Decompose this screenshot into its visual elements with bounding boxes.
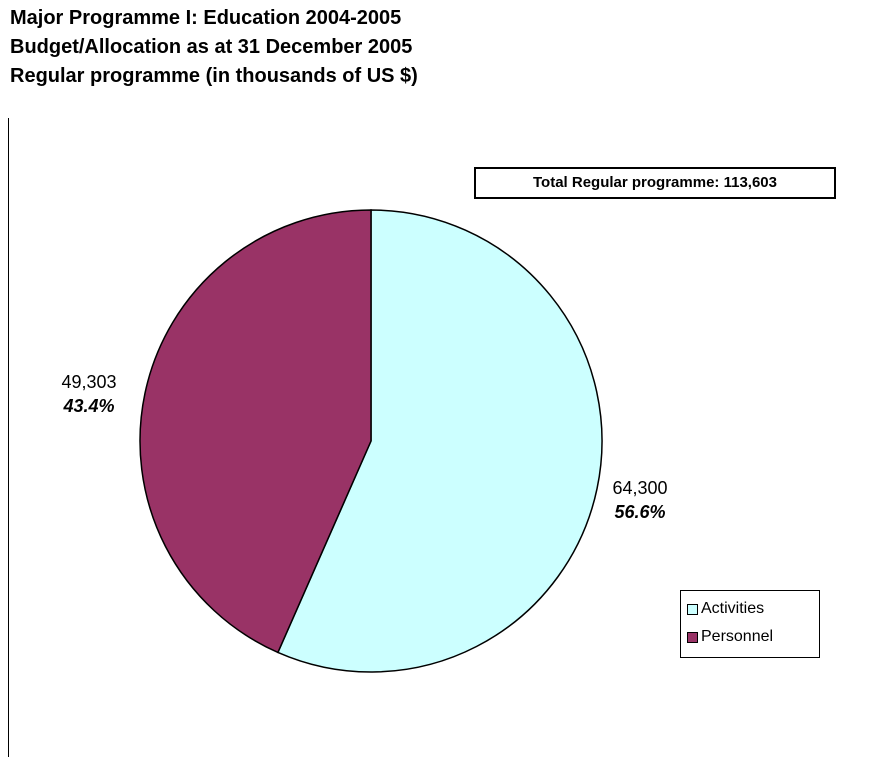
- pie-slice-activities: [276, 209, 603, 673]
- activities-percent-label: 56.6%: [614, 502, 666, 522]
- pie-slice-personnel: [139, 209, 372, 654]
- legend-item-activities: Activities: [687, 595, 819, 623]
- activities-value-label: 64,300: [612, 478, 668, 498]
- data-label-personnel: 49,303 43.4%: [34, 370, 144, 418]
- total-regular-programme-box: Total Regular programme: 113,603: [474, 167, 836, 199]
- legend-swatch-activities: [687, 603, 698, 615]
- personnel-percent-label: 43.4%: [63, 396, 115, 416]
- legend: Activities Personnel: [680, 590, 820, 658]
- legend-item-personnel: Personnel: [687, 623, 819, 651]
- legend-swatch-personnel: [687, 631, 698, 643]
- legend-label-activities: Activities: [701, 600, 765, 617]
- title-line-1: Major Programme I: Education 2004-2005: [10, 7, 402, 29]
- chart-area-border: [8, 118, 9, 757]
- chart-title: Major Programme I: Education 2004-2005 B…: [10, 4, 418, 91]
- data-label-activities: 64,300 56.6%: [604, 476, 676, 524]
- personnel-value-label: 49,303: [61, 372, 117, 392]
- title-line-3: Regular programme (in thousands of US $): [10, 65, 418, 87]
- legend-label-personnel: Personnel: [701, 628, 774, 645]
- title-line-2: Budget/Allocation as at 31 December 2005: [10, 36, 413, 58]
